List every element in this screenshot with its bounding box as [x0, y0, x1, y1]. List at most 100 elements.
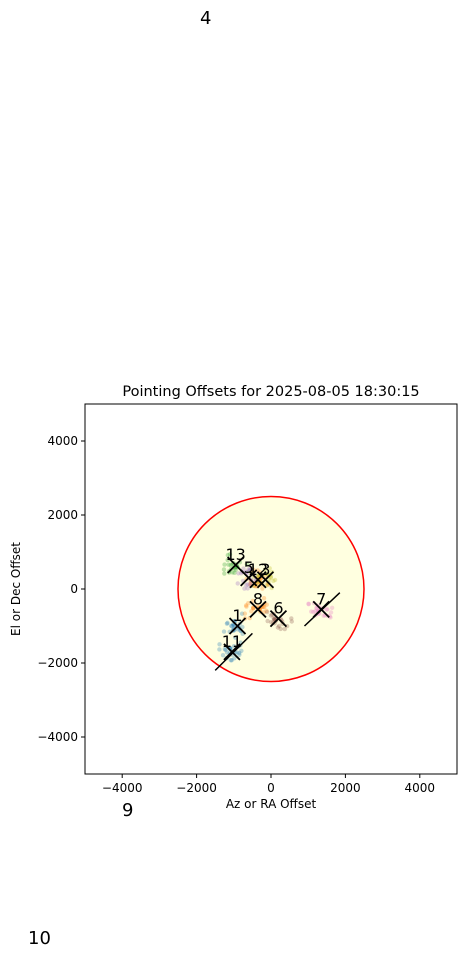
scatter-point-11-23: [237, 650, 242, 656]
scatter-point-6-11: [268, 619, 274, 625]
scatter-point-7-17: [321, 613, 326, 618]
scatter-point-7-24: [325, 607, 330, 612]
scatter-point-13-10: [222, 562, 227, 567]
y-tick-label-2: 0: [70, 582, 78, 596]
x-tick-label-3: 2000: [330, 781, 361, 795]
stray-label-10: 10: [28, 928, 51, 949]
scatter-point-7-5: [312, 609, 318, 614]
scatter-point-11-6: [222, 646, 228, 652]
x-tick-label-4: 4000: [405, 781, 436, 795]
scatter-point-7-4: [311, 609, 316, 615]
scatter-point-8-12: [242, 611, 248, 616]
scatter-point-7-2: [306, 601, 311, 607]
chart-title: Pointing Offsets for 2025-08-05 18:30:15: [122, 384, 419, 400]
tolerance-circle: [177, 495, 365, 683]
cluster-label-12: 12: [248, 560, 268, 579]
scatter-point-6-6: [278, 626, 283, 632]
scatter-point-6-9: [271, 615, 276, 621]
scatter-point-5-17: [247, 567, 252, 572]
y-tick-label-1: −2000: [37, 656, 78, 670]
scatter-point-5-0: [245, 582, 250, 587]
scatter-point-5-21: [241, 566, 246, 571]
scatter-point-7-12: [309, 609, 314, 614]
scatter-point-5-7: [244, 570, 249, 575]
scatter-point-3-23: [272, 577, 278, 583]
scatter-point-12-20: [255, 568, 260, 573]
scatter-point-5-11: [235, 581, 240, 586]
scatter-point-11-18: [223, 647, 228, 653]
scatter-point-13-4: [227, 552, 233, 557]
scatter-point-3-24: [262, 567, 268, 573]
scatter-point-11-17: [217, 642, 222, 647]
cluster-label-3: 3: [260, 560, 270, 579]
y-axis-label: El or Dec Offset: [9, 542, 23, 636]
scatter-point-8-2: [262, 605, 267, 610]
scatter-point-6-0: [272, 616, 277, 621]
scatter-point-6-21: [272, 617, 277, 622]
scatter-point-6-2: [275, 625, 281, 630]
x-tick-label-2: 0: [267, 781, 275, 795]
scatter-point-11-1: [231, 644, 237, 649]
x-tick-label-1: −2000: [176, 781, 217, 795]
scatter-point-11-13: [228, 658, 234, 663]
cluster-marker-7: [312, 600, 330, 618]
scatter-point-11-25: [237, 652, 242, 657]
scatter-point-3-6: [267, 566, 272, 571]
y-tick-label-3: 2000: [47, 508, 78, 522]
scatter-point-5-8: [248, 567, 253, 572]
cluster-marker-3: [256, 571, 275, 589]
scatter-point-13-9: [222, 571, 227, 576]
y-tick-label-4: 4000: [47, 434, 78, 448]
scatter-point-1-16: [240, 624, 245, 630]
scatter-point-7-22: [306, 601, 311, 606]
scatter-point-11-24: [229, 658, 234, 663]
scatter-point-1-19: [225, 620, 230, 626]
y-tick-label-0: −4000: [37, 730, 78, 744]
scatter-point-8-22: [264, 602, 269, 607]
scatter-point-13-3: [225, 552, 231, 558]
scatter-point-13-24: [226, 562, 231, 567]
offset-line-0: [214, 632, 253, 671]
cluster-marker-8: [249, 600, 267, 618]
scatter-point-8-14: [251, 606, 256, 611]
scatter-point-1-21: [233, 635, 238, 640]
scatter-point-11-2: [239, 648, 244, 653]
cluster-label-13: 13: [225, 545, 245, 564]
scatter-point-6-22: [276, 623, 282, 629]
scatter-point-6-20: [282, 626, 287, 632]
tolerance-circle-fill: [178, 496, 364, 682]
scatter-point-12-5: [251, 567, 256, 572]
scatter-point-13-15: [230, 570, 235, 575]
scatter-point-1-6: [229, 624, 235, 629]
scatter-point-5-25: [245, 586, 250, 591]
scatter-point-1-9: [224, 621, 230, 626]
cluster-marker-11: [223, 643, 241, 661]
scatter-point-5-16: [246, 567, 251, 572]
scatter-point-7-23: [314, 605, 319, 611]
scatter-point-6-8: [289, 619, 294, 624]
scatter-point-6-25: [289, 616, 294, 621]
scatter-point-5-12: [242, 586, 247, 591]
cluster-label-8: 8: [253, 589, 263, 608]
scatter-point-13-19: [244, 561, 250, 567]
scatter-point-13-5: [233, 567, 238, 573]
cluster-label-11: 11: [222, 632, 242, 651]
scatter-point-8-6: [244, 604, 249, 609]
scatter-point-11-11: [220, 652, 226, 658]
x-axis-label: Az or RA Offset: [226, 797, 317, 811]
cluster-marker-1: [228, 617, 247, 635]
scatter-point-6-17: [265, 618, 270, 624]
scatter-point-8-18: [264, 608, 269, 614]
scatter-point-7-6: [329, 605, 335, 610]
scatter-point-7-10: [328, 610, 334, 615]
x-tick-label-0: −4000: [102, 781, 143, 795]
scatter-point-13-16: [228, 562, 233, 568]
scatter-point-3-0: [265, 572, 270, 577]
scatter-point-13-25: [221, 567, 227, 572]
scatter-point-11-22: [224, 650, 230, 655]
cluster-label-5: 5: [244, 558, 254, 577]
scatter-point-12-2: [260, 586, 265, 591]
scatter-point-7-3: [324, 607, 329, 612]
stray-label-4: 4: [200, 8, 212, 29]
